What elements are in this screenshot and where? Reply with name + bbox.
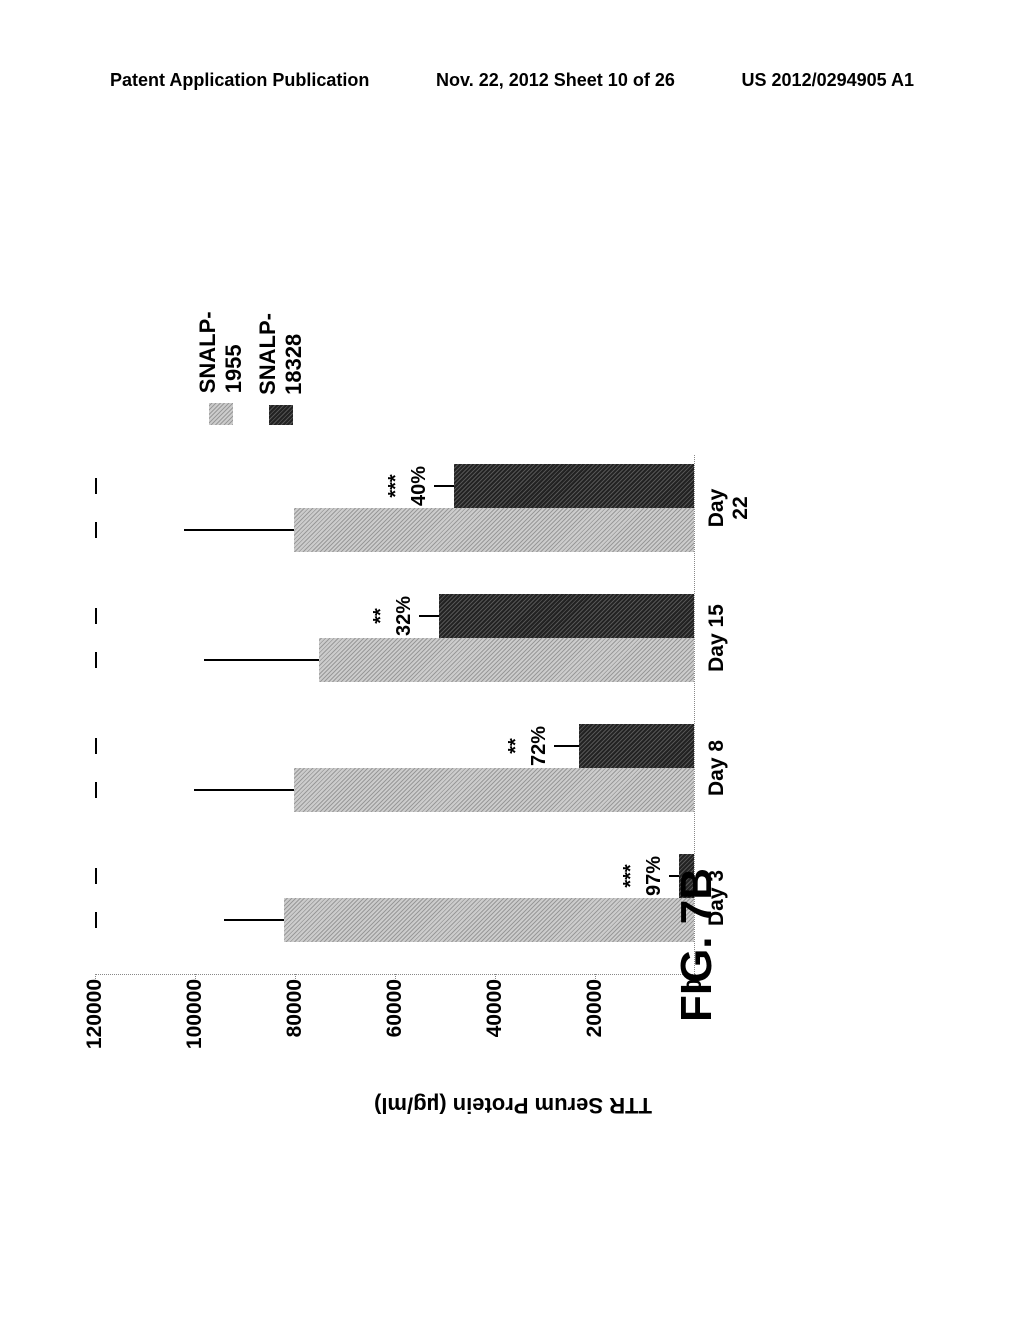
- y-tick-mark: [495, 974, 496, 979]
- bar: [454, 464, 694, 508]
- bar: [319, 638, 694, 682]
- y-tick-label: 80000: [283, 979, 307, 1064]
- y-axis-label: TTR Serum Protein (µg/ml): [374, 1092, 652, 1118]
- error-bar: [194, 789, 294, 791]
- y-tick-label: 120000: [83, 979, 107, 1064]
- error-bar: [184, 529, 294, 531]
- chart-inner: TTR Serum Protein (µg/ml) 02000040000600…: [75, 275, 925, 1075]
- error-cap: [95, 738, 97, 754]
- y-tick-mark: [195, 974, 196, 979]
- bar: [294, 508, 694, 552]
- header-right: US 2012/0294905 A1: [742, 70, 914, 91]
- error-cap: [95, 608, 97, 624]
- legend-swatch-dark: [269, 405, 293, 425]
- error-cap: [95, 868, 97, 884]
- figure-label: FIG. 7B: [672, 868, 722, 1022]
- error-bar: [224, 919, 284, 921]
- x-axis-label: Day 15: [705, 604, 729, 672]
- bar: [439, 594, 694, 638]
- x-axis-label: Day 22: [705, 482, 753, 535]
- legend-swatch-light: [209, 403, 233, 425]
- bar: [284, 898, 694, 942]
- bar-annotation: ***97%: [620, 856, 666, 896]
- y-tick-mark: [395, 974, 396, 979]
- y-tick-label: 40000: [483, 979, 507, 1064]
- legend-label-2: SNALP-18328: [255, 275, 307, 395]
- y-tick-mark: [95, 974, 96, 979]
- bar: [294, 768, 694, 812]
- bar-annotation: **32%: [370, 596, 416, 636]
- header-center: Nov. 22, 2012 Sheet 10 of 26: [436, 70, 675, 91]
- y-tick-mark: [295, 974, 296, 979]
- error-bar: [204, 659, 319, 661]
- y-tick-label: 20000: [583, 979, 607, 1064]
- header-left: Patent Application Publication: [110, 70, 369, 91]
- bar: [579, 724, 694, 768]
- legend-label-1: SNALP-1955: [195, 275, 247, 393]
- error-bar: [434, 485, 454, 487]
- error-cap: [95, 478, 97, 494]
- error-cap: [95, 782, 97, 798]
- error-cap: [95, 522, 97, 538]
- error-bar: [554, 745, 579, 747]
- error-bar: [419, 615, 439, 617]
- legend: SNALP-1955 SNALP-18328: [195, 275, 315, 425]
- plot-area: 020000400006000080000100000120000Day 3**…: [95, 455, 695, 975]
- legend-item: SNALP-1955: [195, 275, 247, 425]
- chart-container: TTR Serum Protein (µg/ml) 02000040000600…: [75, 275, 925, 1075]
- bar-annotation: ***40%: [385, 466, 431, 506]
- page-header: Patent Application Publication Nov. 22, …: [0, 70, 1024, 91]
- legend-item: SNALP-18328: [255, 275, 307, 425]
- error-cap: [95, 912, 97, 928]
- bar-annotation: **72%: [505, 726, 551, 766]
- x-axis-label: Day 8: [705, 740, 729, 796]
- y-tick-mark: [595, 974, 596, 979]
- error-cap: [95, 652, 97, 668]
- y-tick-label: 100000: [183, 979, 207, 1064]
- y-tick-label: 60000: [383, 979, 407, 1064]
